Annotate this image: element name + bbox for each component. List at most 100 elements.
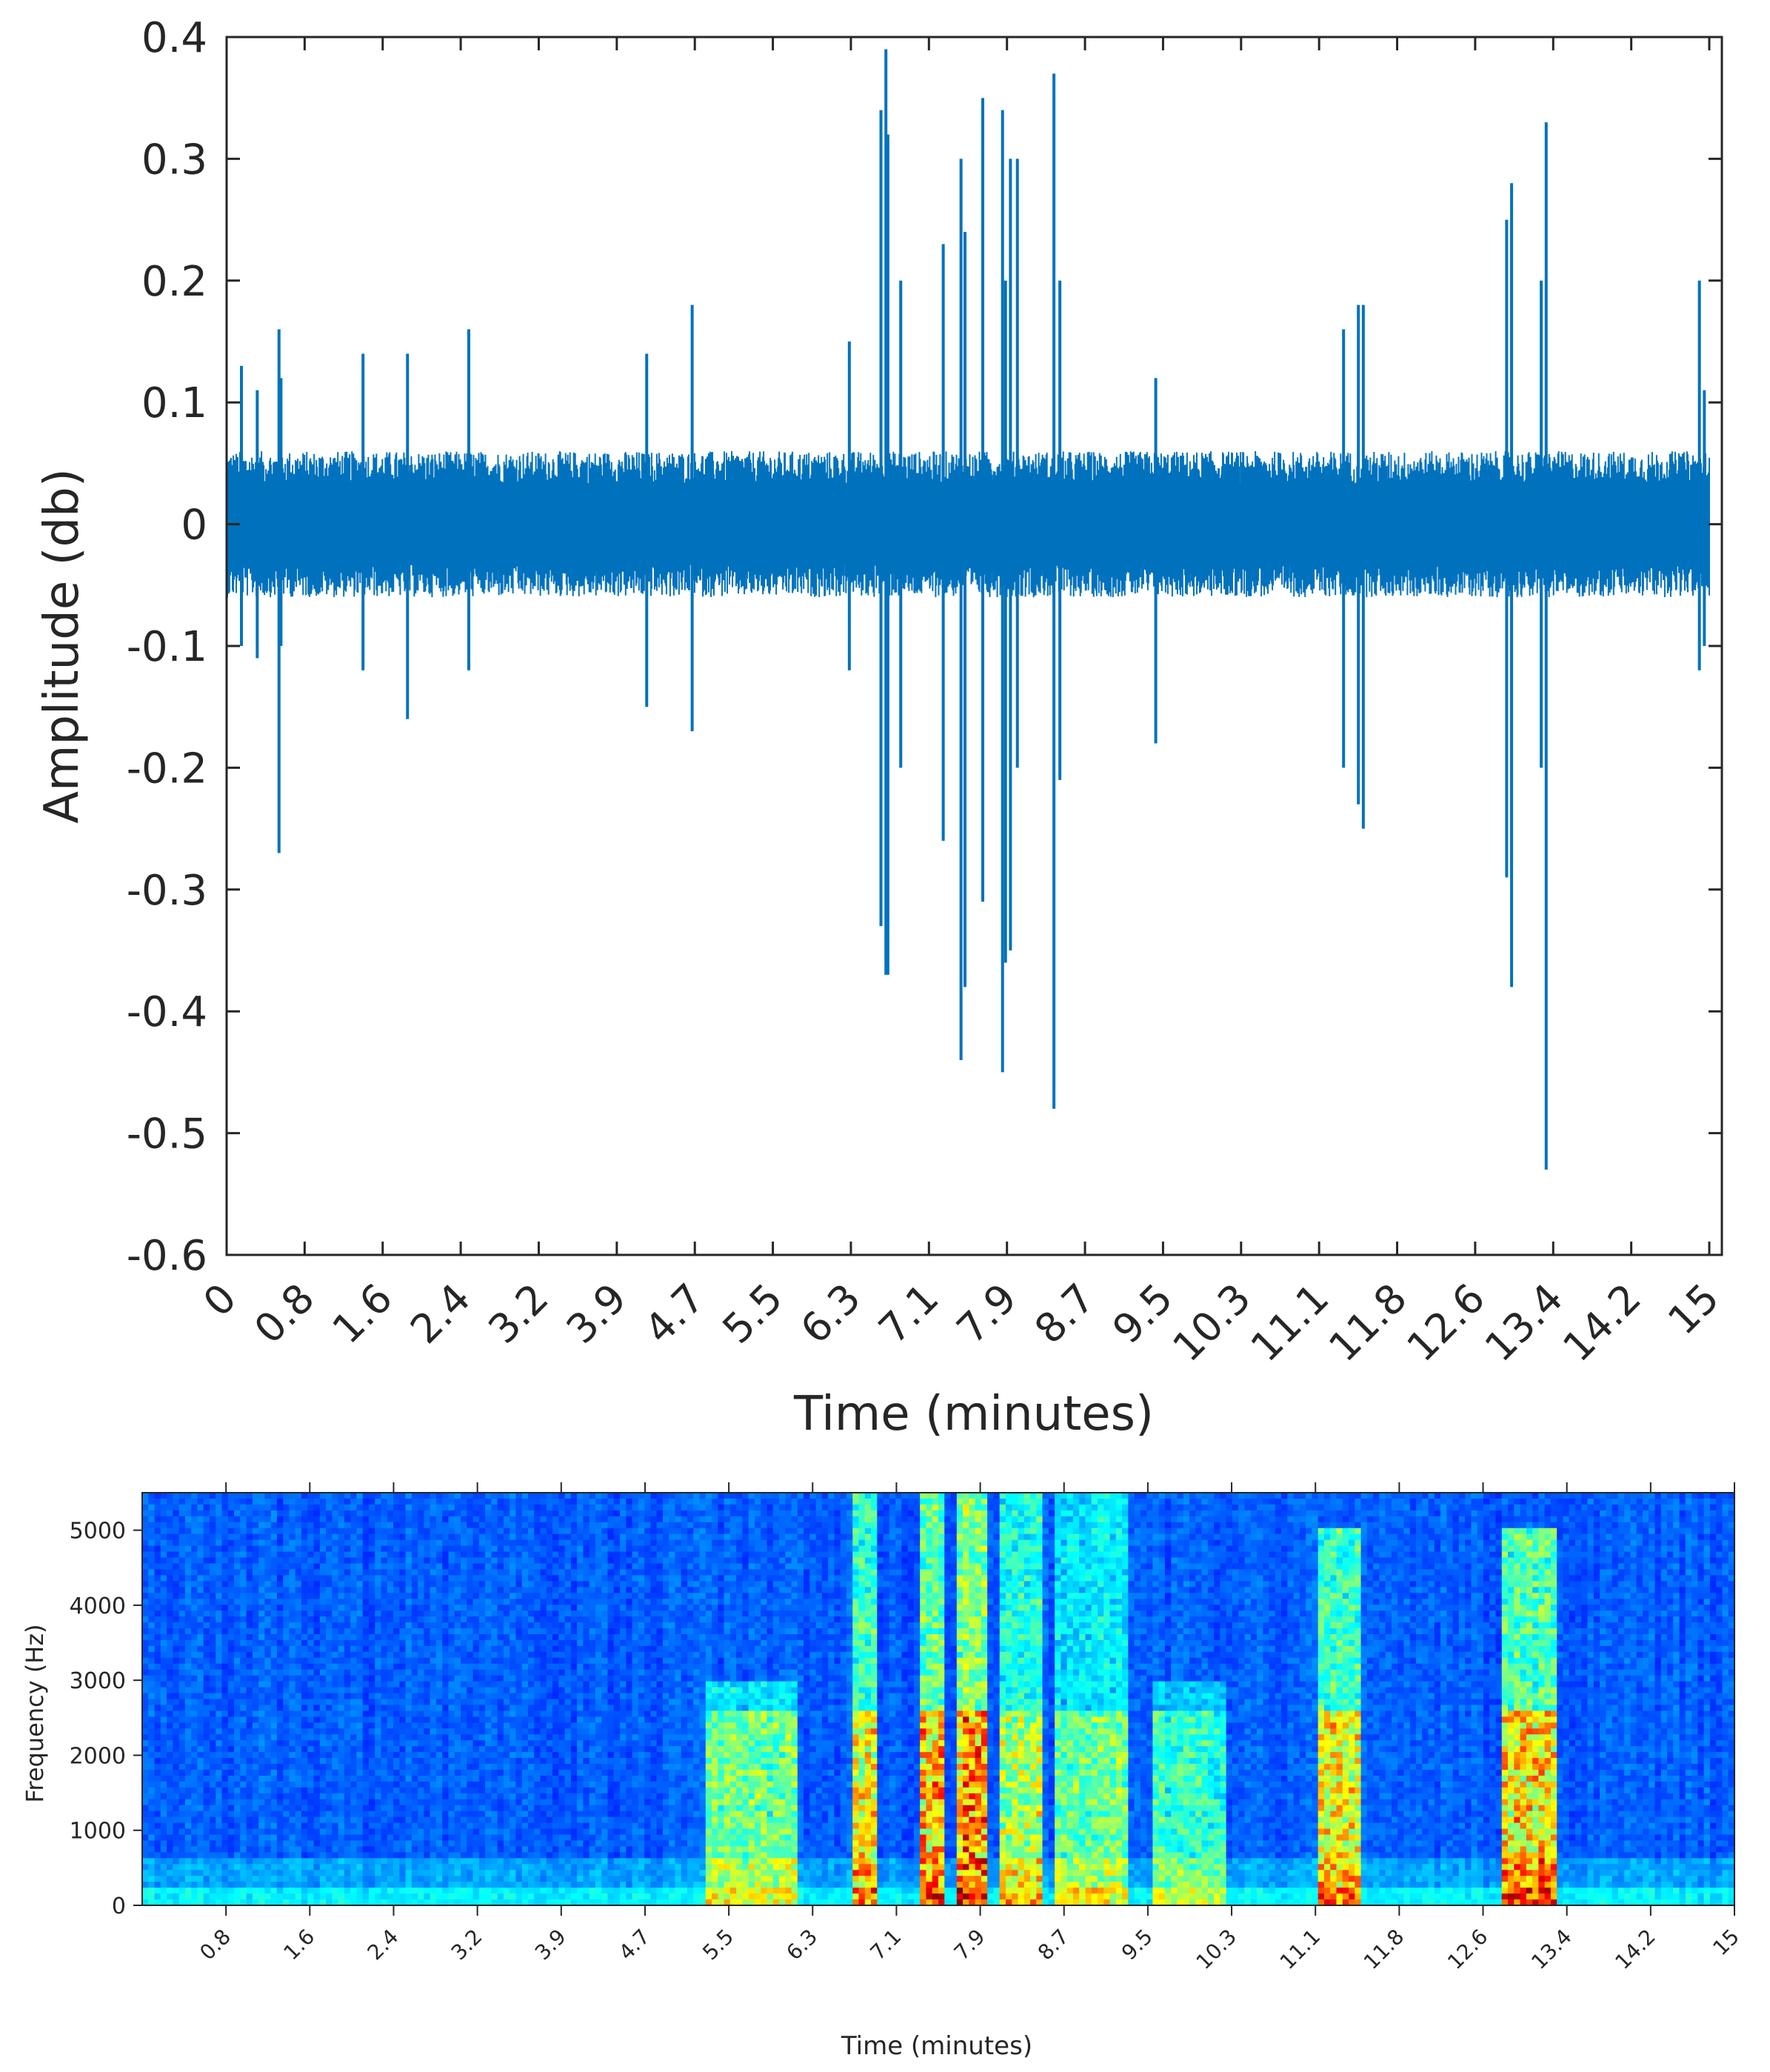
- spectrogram-cell: [148, 1651, 156, 1659]
- spectrogram-cell: [534, 1539, 541, 1547]
- spectrogram-cell: [399, 1504, 407, 1511]
- spectrogram-cell: [424, 1775, 431, 1782]
- spectrogram-cell: [510, 1528, 517, 1535]
- spectrogram-cell: [527, 1563, 535, 1570]
- spectrogram-cell: [448, 1575, 455, 1582]
- spectrogram-cell: [338, 1699, 345, 1706]
- spectrogram-cell: [552, 1616, 559, 1623]
- spectrogram-cell: [148, 1516, 156, 1523]
- spectrogram-cell: [399, 1593, 407, 1599]
- spectrogram-cell: [478, 1787, 486, 1794]
- spectrogram-cell: [393, 1793, 400, 1800]
- spectrogram-cell: [510, 1516, 517, 1523]
- spectrogram-cell: [350, 1675, 358, 1682]
- spectrogram-cell: [472, 1793, 480, 1800]
- spectrogram-cell: [350, 1858, 358, 1865]
- spectrogram-cell: [203, 1687, 210, 1694]
- spectrogram-cell: [216, 1834, 223, 1842]
- spectrogram-cell: [258, 1746, 265, 1753]
- spectrogram-cell: [461, 1622, 467, 1629]
- spectrogram-cell: [178, 1651, 186, 1659]
- spectrogram-cell: [510, 1533, 517, 1541]
- spectrogram-cell: [564, 1575, 572, 1582]
- spectrogram-cell: [387, 1681, 394, 1688]
- spectrogram-cell: [332, 1657, 339, 1665]
- spectrogram-cell: [424, 1899, 431, 1906]
- spectrogram-cell: [197, 1699, 204, 1706]
- spectrogram-cell: [173, 1593, 180, 1599]
- spectrogram-cell: [552, 1846, 559, 1853]
- spectrogram-cell: [362, 1522, 370, 1529]
- spectrogram-cell: [540, 1805, 547, 1812]
- spectrogram-cell: [264, 1764, 272, 1770]
- spectrogram-cell: [295, 1740, 302, 1747]
- spectrogram-cell: [375, 1669, 382, 1676]
- spectrogram-cell: [240, 1493, 247, 1499]
- spectrogram-cell: [375, 1699, 382, 1706]
- spectrogram-cell: [405, 1605, 413, 1611]
- spectrogram-cell: [344, 1816, 351, 1824]
- spectrogram-cell: [197, 1834, 204, 1842]
- spectrogram-cell: [491, 1728, 498, 1735]
- spectrogram-cell: [246, 1522, 253, 1529]
- spectrogram-cell: [461, 1645, 467, 1653]
- spectrogram-cell: [461, 1633, 467, 1641]
- spectrogram-cell: [313, 1899, 321, 1906]
- spectrogram-cell: [411, 1793, 418, 1800]
- spectrogram-cell: [552, 1828, 559, 1836]
- spectrogram-cell: [154, 1610, 161, 1617]
- spectrogram-cell: [332, 1599, 339, 1605]
- spectrogram-cell: [227, 1764, 235, 1770]
- spectrogram-cell: [540, 1816, 547, 1824]
- spectrogram-cell: [424, 1657, 431, 1665]
- spectrogram-cell: [491, 1710, 498, 1717]
- spectrogram-cell: [301, 1769, 308, 1776]
- spectrogram-cell: [148, 1816, 156, 1824]
- spectrogram-cell: [430, 1775, 437, 1782]
- spectrogram-cell: [467, 1699, 474, 1706]
- spectrogram-cell: [405, 1581, 413, 1588]
- spectrogram-cell: [362, 1551, 370, 1559]
- spectrogram-cell: [461, 1693, 467, 1700]
- spectrogram-cell: [411, 1569, 418, 1576]
- spectrogram-cell: [289, 1728, 296, 1735]
- spectrogram-cell: [301, 1758, 308, 1765]
- spectrogram-cell: [276, 1639, 284, 1647]
- spectrogram-cell: [307, 1752, 315, 1759]
- spectrogram-cell: [319, 1699, 327, 1706]
- spectrogram-cell: [246, 1740, 253, 1747]
- spectrogram-cell: [216, 1693, 223, 1700]
- spectrogram-cell: [491, 1734, 498, 1741]
- spectrogram-cell: [264, 1681, 272, 1688]
- spectrogram-cell: [472, 1551, 480, 1559]
- spectrogram-cell: [387, 1787, 394, 1794]
- spectrogram-cell: [258, 1493, 265, 1499]
- spectrogram-cell: [209, 1587, 216, 1593]
- spectrogram-cell: [295, 1645, 302, 1653]
- spectrogram-cell: [344, 1633, 351, 1641]
- spectrogram-cell: [258, 1840, 265, 1848]
- spectrogram-cell: [313, 1516, 321, 1523]
- spectrogram-cell: [478, 1752, 486, 1759]
- spectrogram-cell: [356, 1587, 364, 1593]
- spectrogram-cell: [227, 1746, 235, 1753]
- spectrogram-cell: [485, 1893, 492, 1900]
- spectrogram-cell: [227, 1870, 235, 1876]
- spectrogram-cell: [276, 1628, 284, 1635]
- spectrogram-cell: [234, 1710, 241, 1717]
- spectrogram-cell: [534, 1716, 541, 1723]
- spectrogram-cell: [362, 1864, 370, 1871]
- spectrogram-cell: [178, 1816, 186, 1824]
- spectrogram-cell: [461, 1834, 467, 1842]
- spectrogram-cell: [497, 1533, 504, 1541]
- spectrogram-cell: [381, 1587, 388, 1593]
- spectrogram-cell: [368, 1528, 375, 1535]
- spectrogram-cell: [209, 1681, 216, 1688]
- spectrogram-cell: [546, 1775, 553, 1782]
- spectrogram-cell: [276, 1493, 284, 1499]
- spectrogram-cell: [356, 1605, 364, 1611]
- spectrogram-cell: [435, 1599, 443, 1605]
- spectrogram-cell: [454, 1528, 461, 1535]
- spectrogram-cell: [258, 1834, 265, 1842]
- spectrogram-cell: [264, 1728, 272, 1735]
